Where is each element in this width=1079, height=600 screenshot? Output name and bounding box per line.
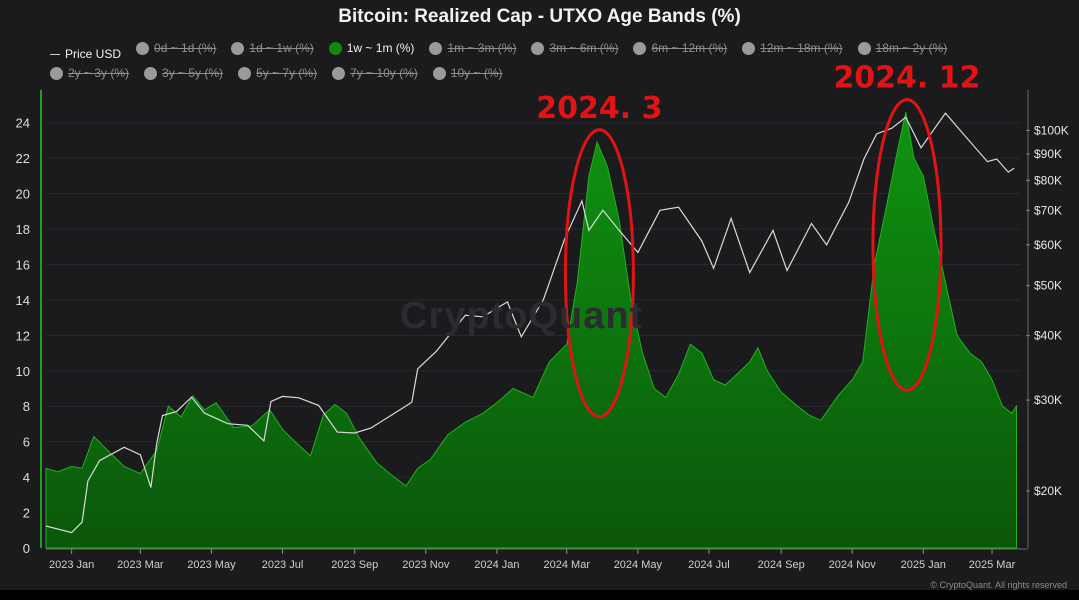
legend-label: 2y ~ 3y (%) (68, 66, 130, 80)
legend-swatch (144, 67, 158, 80)
y-right-tick-label: $30K (1034, 393, 1062, 407)
y-left-tick-label: 2 (23, 506, 30, 521)
y-left-tick-label: 4 (23, 470, 30, 485)
copyright-text: © CryptoQuant. All rights reserved (930, 580, 1067, 590)
legend-swatch (332, 67, 346, 80)
y-right-tick-label: $70K (1034, 203, 1062, 217)
legend-item-1w-1m[interactable]: 1w ~ 1m (%) (328, 39, 415, 58)
y-right-tick-label: $20K (1034, 484, 1062, 498)
bottom-bar (0, 590, 1079, 600)
legend-item-price-usd[interactable]: Price USD (50, 45, 121, 64)
legend-label: 10y ~ (%) (450, 66, 503, 80)
y-right-tick-label: $90K (1034, 147, 1062, 161)
legend-swatch (238, 67, 252, 80)
legend-label: 6m ~ 12m (%) (651, 41, 728, 55)
legend-label: 5y ~ 7y (%) (256, 66, 318, 80)
x-tick-label: 2023 May (187, 559, 236, 571)
x-tick-label: 2024 Sep (758, 559, 805, 571)
annotation-label: 2024. 3 (536, 91, 662, 126)
legend-swatch (50, 67, 63, 80)
legend-label: 0d ~ 1d (%) (154, 41, 217, 55)
legend-label: 1w ~ 1m (%) (346, 41, 415, 55)
x-tick-label: 2025 Jan (901, 559, 946, 571)
legend-item-5y-7y[interactable]: 5y ~ 7y (%) (238, 64, 317, 83)
legend-label: 1d ~ 1w (%) (249, 41, 314, 55)
legend-label: 3m ~ 6m (%) (549, 41, 619, 55)
y-right-tick-label: $50K (1034, 279, 1062, 293)
y-left-tick-label: 0 (23, 541, 30, 556)
y-left-tick-label: 10 (16, 364, 30, 379)
legend-swatch (136, 42, 150, 55)
chart-legend: Price USD 0d ~ 1d (%) 1d ~ 1w (%) 1w ~ 1m (… (50, 39, 1050, 86)
legend-item-1m-3m[interactable]: 1m ~ 3m (%) (429, 39, 516, 58)
legend-swatch (857, 42, 871, 55)
y-left-tick-label: 16 (16, 257, 30, 272)
annotation-ellipse (871, 98, 943, 392)
legend-label: 1m ~ 3m (%) (447, 41, 517, 55)
x-tick-label: 2023 Jan (49, 559, 94, 571)
y-right-tick-label: $80K (1034, 173, 1062, 187)
y-left-tick-label: 12 (16, 328, 30, 343)
legend-label: Price USD (65, 47, 122, 61)
y-left-tick-label: 14 (16, 293, 30, 308)
legend-swatch (432, 67, 446, 80)
y-right-tick-label: $40K (1034, 329, 1062, 343)
legend-item-7y-10y[interactable]: 7y ~ 10y (%) (332, 64, 418, 83)
legend-swatch (633, 42, 647, 55)
x-tick-label: 2024 Nov (829, 559, 877, 571)
series-line-price-usd (45, 112, 1015, 534)
legend-label: 18m ~ 2y (%) (875, 41, 948, 55)
legend-item-10y[interactable]: 10y ~ (%) (432, 64, 503, 83)
y-left-tick-label: 18 (16, 222, 30, 237)
annotation-label: 2024. 12 (833, 61, 980, 96)
legend-swatch (328, 42, 342, 55)
legend-label: 12m ~ 18m (%) (760, 41, 843, 55)
y-left-tick-label: 8 (23, 399, 30, 414)
y-left-tick-label: 20 (16, 187, 30, 202)
legend-item-18m-2y[interactable]: 18m ~ 2y (%) (857, 39, 948, 58)
legend-swatch (231, 42, 245, 55)
legend-item-2y-3y[interactable]: 2y ~ 3y (%) (50, 64, 129, 83)
legend-item-1d-1w[interactable]: 1d ~ 1w (%) (231, 39, 314, 58)
x-tick-label: 2023 Nov (402, 559, 450, 571)
legend-item-6m-12m[interactable]: 6m ~ 12m (%) (633, 39, 727, 58)
legend-item-3y-5y[interactable]: 3y ~ 5y (%) (144, 64, 223, 83)
annotation-ellipse (563, 128, 635, 419)
y-right-tick-label: $100K (1034, 123, 1069, 137)
legend-label: 3y ~ 5y (%) (162, 66, 224, 80)
x-tick-label: 2024 Mar (544, 559, 591, 571)
y-left-tick-label: 24 (16, 116, 30, 131)
legend-swatch (531, 42, 545, 55)
legend-item-0d-1d[interactable]: 0d ~ 1d (%) (136, 39, 216, 58)
x-tick-label: 2023 Jul (262, 559, 304, 571)
y-left-tick-label: 6 (23, 435, 30, 450)
y-right-tick-label: $60K (1034, 238, 1062, 252)
legend-swatch (742, 42, 756, 55)
chart-title: Bitcoin: Realized Cap - UTXO Age Bands (… (338, 6, 741, 27)
x-tick-label: 2023 Mar (117, 559, 164, 571)
x-tick-label: 2023 Sep (331, 559, 378, 571)
legend-item-3m-6m[interactable]: 3m ~ 6m (%) (531, 39, 618, 58)
watermark: CryptoQuant (400, 295, 644, 337)
legend-swatch (429, 42, 443, 55)
x-tick-label: 2024 May (614, 559, 663, 571)
x-tick-label: 2024 Jan (474, 559, 519, 571)
legend-swatch (50, 54, 60, 55)
x-tick-label: 2025 Mar (969, 559, 1016, 571)
y-left-tick-label: 22 (16, 151, 30, 166)
legend-item-12m-18m[interactable]: 12m ~ 18m (%) (742, 39, 843, 58)
legend-label: 7y ~ 10y (%) (350, 66, 418, 80)
x-tick-label: 2024 Jul (688, 559, 730, 571)
